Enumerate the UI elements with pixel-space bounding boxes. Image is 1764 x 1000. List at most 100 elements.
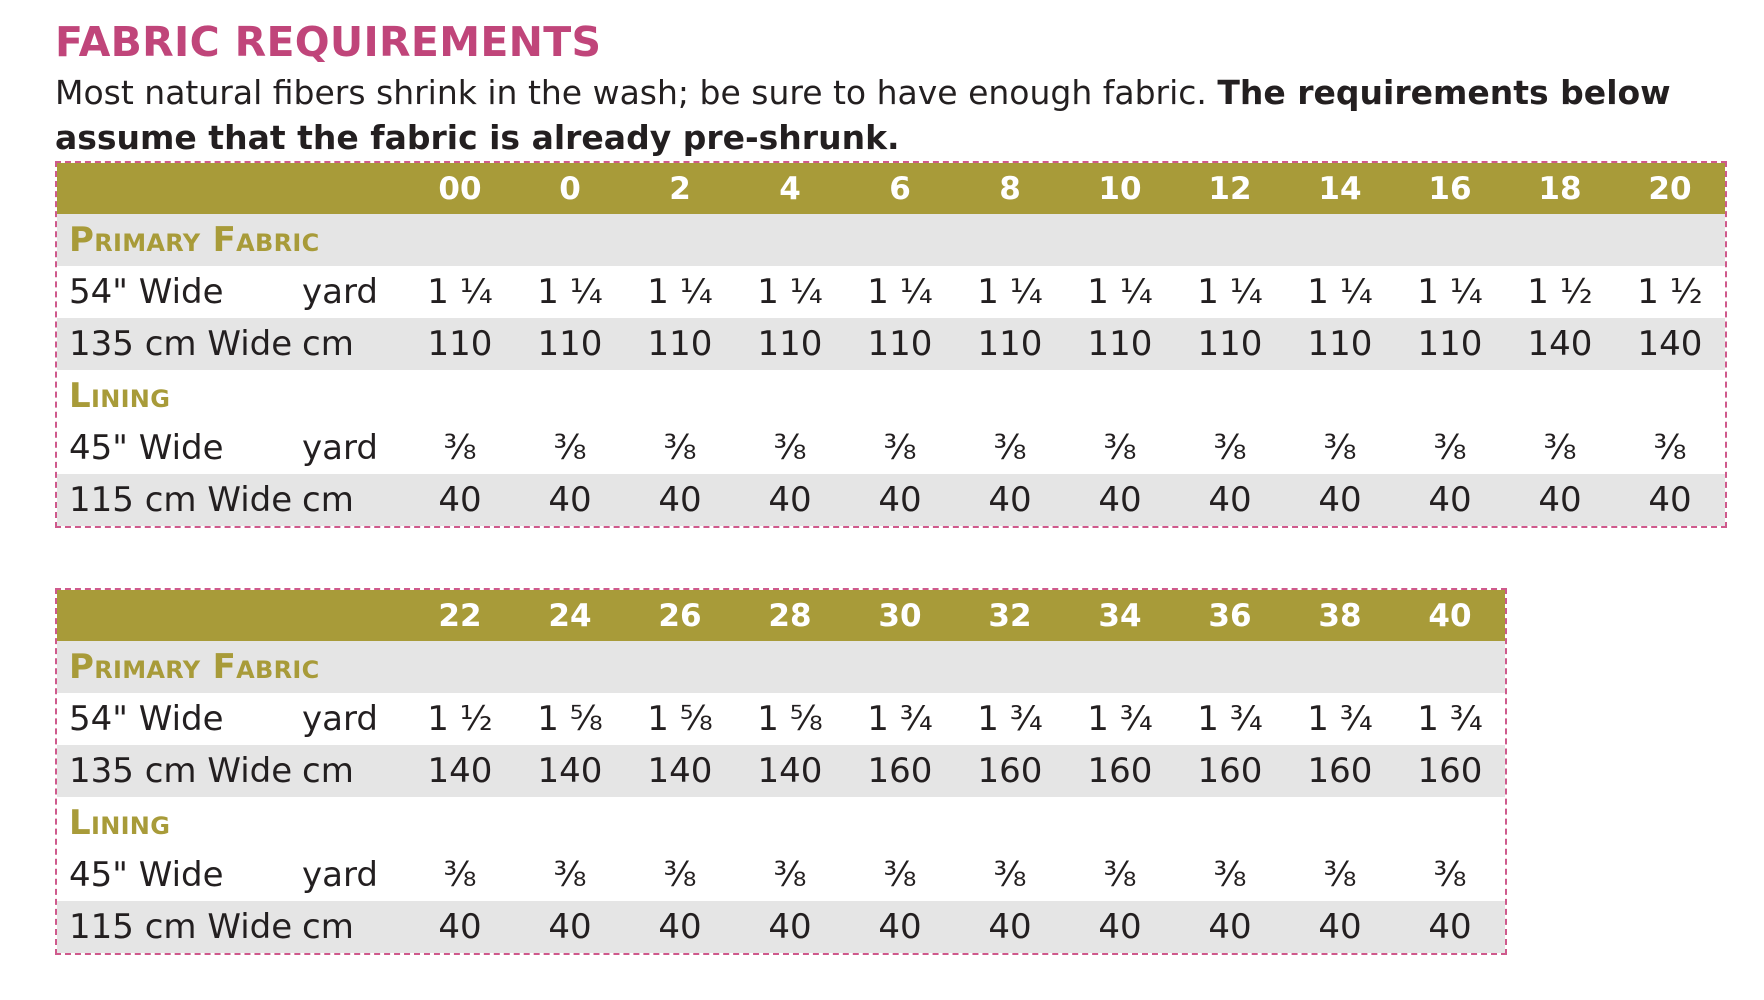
table-cell: 40: [1065, 474, 1175, 526]
table-cell: 40: [735, 901, 845, 953]
table-row: 135 cm Wide cm 110 110 110 110 110 110 110 110 110…: [57, 318, 1725, 370]
size-header: 0: [515, 163, 625, 214]
intro-normal: Most natural fibers shrink in the wash; …: [55, 73, 1218, 112]
table-cell: 40: [1285, 901, 1395, 953]
size-header: 2: [625, 163, 735, 214]
size-header: 14: [1285, 163, 1395, 214]
table-cell: 160: [845, 745, 955, 797]
table-cell: 40: [955, 901, 1065, 953]
section-row: Lining: [57, 797, 1505, 849]
table-cell: ⅜: [1103, 428, 1137, 468]
table-cell: ⅜: [773, 855, 807, 895]
row-label: 135 cm Wide: [57, 318, 294, 370]
header-blank: [57, 163, 294, 214]
table-cell: 1 ⅝: [537, 699, 603, 739]
row-label: 115 cm Wide: [57, 901, 294, 953]
table-cell: 110: [845, 318, 955, 370]
table-cell: 140: [735, 745, 845, 797]
table-cell: 160: [1175, 745, 1285, 797]
table-cell: ⅜: [663, 855, 697, 895]
table-cell: 40: [625, 474, 735, 526]
table-cell: 40: [515, 901, 625, 953]
row-unit: yard: [302, 428, 378, 468]
size-header: 4: [735, 163, 845, 214]
table-row: 135 cm Wide cm 140 140 140 140 160 160 160 160 160…: [57, 745, 1505, 797]
size-header: 38: [1285, 590, 1395, 641]
table-cell: 1 ¼: [867, 272, 933, 312]
table-cell: ⅜: [993, 855, 1027, 895]
table-cell: 40: [1505, 474, 1615, 526]
size-header: 36: [1175, 590, 1285, 641]
table-cell: 40: [625, 901, 735, 953]
fabric-table-sizes-22-40: 22 24 26 28 30 32 34 36 38 40 Primary Fabric 54" Wi…: [55, 588, 1507, 955]
header-blank: [57, 590, 294, 641]
fabric-table-sizes-00-20: 00 0 2 4 6 8 10 12 14 16 18 20 Primary Fabric 54" Wid…: [55, 161, 1727, 528]
table-cell: 110: [625, 318, 735, 370]
row-label: 45" Wide: [69, 855, 224, 895]
table-cell: 40: [1065, 901, 1175, 953]
table-cell: ⅜: [883, 855, 917, 895]
table-cell: ⅜: [1213, 428, 1247, 468]
header-blank: [294, 163, 405, 214]
table-cell: ⅜: [993, 428, 1027, 468]
row-label: 135 cm Wide: [57, 745, 294, 797]
table-cell: 140: [405, 745, 515, 797]
intro-text: Most natural fibers shrink in the wash; …: [55, 70, 1735, 160]
table-row: 115 cm Wide cm 40 40 40 40 40 40 40 40 40 40 40 40: [57, 474, 1725, 526]
table-cell: 40: [955, 474, 1065, 526]
table-cell: 110: [1395, 318, 1505, 370]
table-cell: 140: [625, 745, 735, 797]
table-cell: ⅜: [443, 855, 477, 895]
size-header: 6: [845, 163, 955, 214]
section-label: Lining: [69, 803, 171, 843]
table-cell: 1 ¼: [1307, 272, 1373, 312]
table-cell: 1 ⅝: [757, 699, 823, 739]
section-row: Primary Fabric: [57, 214, 1725, 266]
size-header: 8: [955, 163, 1065, 214]
table-cell: ⅜: [883, 428, 917, 468]
table-cell: 1 ¼: [1417, 272, 1483, 312]
table-cell: 40: [845, 474, 955, 526]
size-header: 12: [1175, 163, 1285, 214]
row-label: 54" Wide: [69, 699, 224, 739]
table-cell: 1 ¾: [1197, 699, 1263, 739]
table-cell: 1 ¼: [977, 272, 1043, 312]
section-row: Primary Fabric: [57, 641, 1505, 693]
table-cell: ⅜: [443, 428, 477, 468]
table-cell: 1 ¼: [647, 272, 713, 312]
table-cell: ⅜: [773, 428, 807, 468]
header-blank: [294, 590, 405, 641]
size-header: 26: [625, 590, 735, 641]
row-label: 54" Wide: [69, 272, 224, 312]
table-cell: 110: [515, 318, 625, 370]
table-cell: 1 ¼: [1087, 272, 1153, 312]
size-header: 24: [515, 590, 625, 641]
row-unit: yard: [302, 855, 378, 895]
table-cell: 40: [845, 901, 955, 953]
table-cell: 1 ¾: [977, 699, 1043, 739]
row-unit: cm: [294, 318, 405, 370]
table-cell: 160: [1065, 745, 1175, 797]
size-header: 16: [1395, 163, 1505, 214]
size-header: 32: [955, 590, 1065, 641]
table-cell: ⅜: [1653, 428, 1687, 468]
section-row: Lining: [57, 370, 1725, 422]
table-row: 54" Wide yard 1 ¼ 1 ¼ 1 ¼ 1 ¼ 1 ¼ 1 ¼ 1 ¼ 1 ¼ 1 ¼ 1…: [57, 266, 1725, 318]
table-cell: ⅜: [1433, 428, 1467, 468]
table-cell: 110: [955, 318, 1065, 370]
table-cell: 110: [1285, 318, 1395, 370]
table-cell: 1 ¼: [757, 272, 823, 312]
size-header: 20: [1615, 163, 1725, 214]
size-header: 18: [1505, 163, 1615, 214]
table-cell: 40: [1395, 474, 1505, 526]
table-cell: 1 ¾: [1307, 699, 1373, 739]
table-cell: 1 ¼: [427, 272, 493, 312]
table-cell: ⅜: [1323, 428, 1357, 468]
table-cell: 140: [515, 745, 625, 797]
requirements-table: 00 0 2 4 6 8 10 12 14 16 18 20 Primary Fabric 54" Wid…: [57, 163, 1725, 526]
size-header: 00: [405, 163, 515, 214]
row-unit: cm: [294, 474, 405, 526]
table-cell: 40: [1615, 474, 1725, 526]
table-cell: ⅜: [1213, 855, 1247, 895]
table-cell: 40: [515, 474, 625, 526]
